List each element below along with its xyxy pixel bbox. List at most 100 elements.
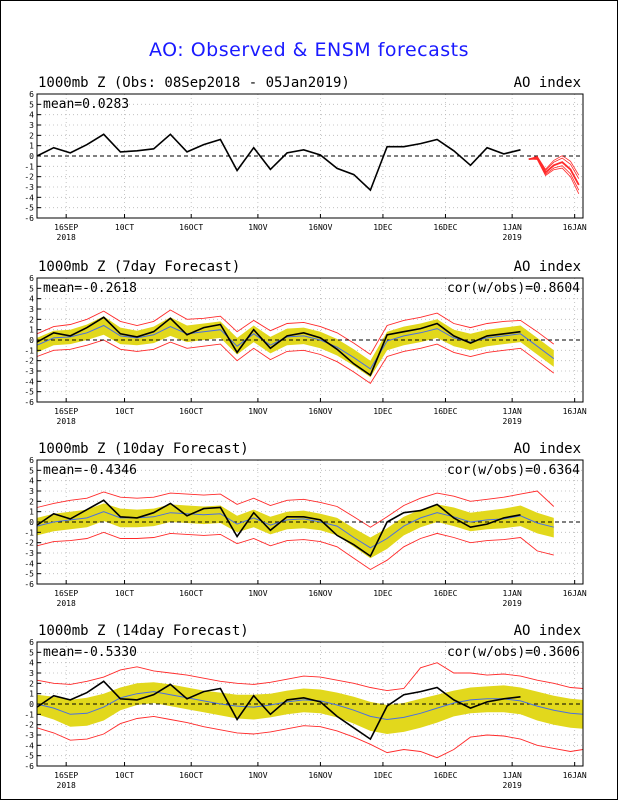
y-tick-label: 1 (29, 690, 34, 699)
x-tick-label: 1JAN (503, 771, 522, 780)
x-tick-year: 2019 (503, 599, 522, 608)
x-tick-label: 16NOV (308, 771, 332, 780)
y-axis: 65 432 10-1 -2-3-4 -5-6 (24, 456, 41, 589)
y-tick-label: 0 (29, 152, 34, 161)
y-tick-label: -1 (24, 346, 34, 355)
mean-annotation: mean=-0.2618 (43, 281, 137, 296)
y-tick-label: 6 (29, 90, 34, 99)
forecast-member-line (528, 158, 580, 194)
panel-3: 1000mb Z (10day Forecast) AO index 65 432 10… (24, 441, 587, 608)
x-tick-label: 1JAN (503, 407, 522, 416)
y-tick-label: -6 (24, 398, 34, 407)
x-tick-year: 2019 (503, 417, 522, 426)
y-tick-label: -1 (24, 528, 34, 537)
extreme-line-min (36, 339, 555, 385)
y-tick-label: -1 (24, 710, 34, 719)
y-tick-label: -5 (24, 388, 34, 397)
x-tick-label: 16JAN (563, 407, 587, 416)
panel-title: 1000mb Z (7day Forecast) (38, 259, 240, 275)
y-tick-label: 1 (29, 142, 34, 151)
x-tick-label: 16SEP (54, 771, 78, 780)
x-tick-label: 16DEC (433, 589, 457, 598)
x-tick-label: 16SEP (54, 407, 78, 416)
mean-annotation: mean=-0.4346 (43, 463, 137, 478)
index-label: AO index (514, 441, 581, 457)
ensemble-mean-line (36, 511, 554, 549)
y-tick-label: -4 (24, 559, 34, 568)
figure-title: AO: Observed & ENSM forecasts (149, 39, 469, 61)
grid (37, 460, 583, 584)
y-tick-label: 6 (29, 456, 34, 465)
x-tick-label: 1DEC (373, 771, 392, 780)
correlation-annotation: cor(w/obs)=0.6364 (447, 463, 580, 478)
y-tick-label: 0 (29, 518, 34, 527)
spread-band (37, 316, 554, 378)
y-tick-label: -3 (24, 367, 34, 376)
x-tick-label: 1JAN (503, 223, 522, 232)
y-tick-label: 5 (29, 284, 34, 293)
extreme-line-max (36, 490, 555, 528)
index-label: AO index (514, 259, 581, 275)
x-tick-label: 10CT (115, 771, 134, 780)
x-tick-label: 1NOV (248, 223, 267, 232)
y-tick-label: 0 (29, 336, 34, 345)
x-tick-year: 2018 (57, 781, 76, 790)
y-tick-label: -3 (24, 183, 34, 192)
y-tick-label: 6 (29, 638, 34, 647)
y-tick-label: 3 (29, 669, 34, 678)
x-tick-label: 1NOV (248, 589, 267, 598)
panel-title: 1000mb Z (Obs: 08Sep2018 - 05Jan2019) (38, 75, 350, 91)
correlation-annotation: cor(w/obs)=0.8604 (447, 281, 580, 296)
x-tick-label: 1DEC (373, 223, 392, 232)
x-tick-label: 16OCT (179, 589, 203, 598)
x-tick-label: 16JAN (563, 589, 587, 598)
grid (37, 642, 583, 766)
y-tick-label: -3 (24, 549, 34, 558)
y-tick-label: -5 (24, 570, 34, 579)
y-tick-label: -6 (24, 214, 34, 223)
x-tick-year: 2018 (57, 233, 76, 242)
y-tick-label: -6 (24, 762, 34, 771)
x-tick-label: 16OCT (179, 771, 203, 780)
y-tick-label: 2 (29, 497, 34, 506)
observed-line (36, 316, 521, 377)
y-tick-label: 2 (29, 679, 34, 688)
panel-title: 1000mb Z (10day Forecast) (38, 441, 249, 457)
mean-annotation: mean=0.0283 (43, 97, 129, 112)
panel-title: 1000mb Z (14day Forecast) (38, 623, 249, 639)
extreme-line-max (36, 662, 584, 692)
y-tick-label: -2 (24, 173, 34, 182)
panel-1: 1000mb Z (Obs: 08Sep2018 - 05Jan2019) AO … (24, 75, 587, 242)
x-tick-label: 16SEP (54, 223, 78, 232)
x-tick-label: 1NOV (248, 771, 267, 780)
index-label: AO index (514, 623, 581, 639)
x-tick-label: 16JAN (563, 771, 587, 780)
x-tick-label: 16JAN (563, 223, 587, 232)
forecast-members-line (528, 157, 580, 186)
y-tick-label: 4 (29, 295, 34, 304)
x-tick-label: 1DEC (373, 589, 392, 598)
y-tick-label: 1 (29, 326, 34, 335)
forecast-member-line (528, 155, 580, 176)
y-tick-label: -6 (24, 580, 34, 589)
x-tick-label: 16NOV (308, 589, 332, 598)
x-tick-label: 1NOV (248, 407, 267, 416)
y-tick-label: -4 (24, 193, 34, 202)
x-tick-label: 1JAN (503, 589, 522, 598)
y-tick-label: 1 (29, 508, 34, 517)
y-tick-label: 4 (29, 477, 34, 486)
observed-line (36, 680, 521, 741)
extreme-line-max (36, 309, 555, 356)
y-tick-label: -4 (24, 377, 34, 386)
x-tick-label: 16OCT (179, 223, 203, 232)
x-tick-label: 16DEC (433, 223, 457, 232)
y-tick-label: -2 (24, 539, 34, 548)
y-tick-label: 3 (29, 305, 34, 314)
x-tick-year: 2019 (503, 781, 522, 790)
y-tick-label: 0 (29, 700, 34, 709)
panel-2: 1000mb Z (7day Forecast) AO index6543210-… (24, 259, 587, 426)
y-tick-label: -5 (24, 752, 34, 761)
